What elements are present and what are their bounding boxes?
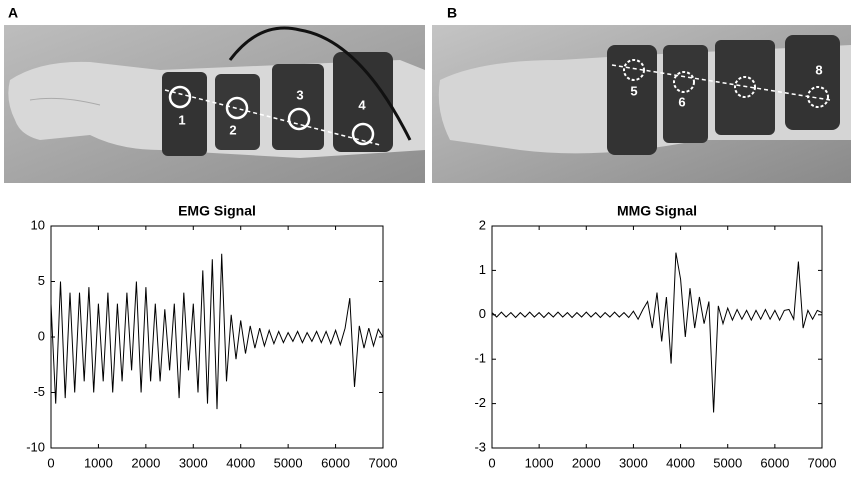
x-tick-label: 7000 bbox=[369, 455, 398, 470]
marker-label: 1 bbox=[178, 112, 185, 127]
marker-label: 3 bbox=[296, 87, 303, 102]
x-tick-label: 5000 bbox=[274, 455, 303, 470]
x-tick-label: 4000 bbox=[666, 455, 695, 470]
x-tick-label: 7000 bbox=[808, 455, 837, 470]
panel-label: B bbox=[447, 5, 457, 21]
plot-area bbox=[50, 225, 384, 449]
plot-area bbox=[491, 225, 823, 449]
photo-a: 1 2 3 4 bbox=[4, 25, 425, 183]
signal-line bbox=[491, 252, 823, 413]
marker-label: 8 bbox=[815, 62, 822, 77]
x-tick-label: 3000 bbox=[179, 455, 208, 470]
marker-label: 6 bbox=[678, 94, 685, 109]
x-tick-label: 2000 bbox=[572, 455, 601, 470]
x-tick-label: 1000 bbox=[84, 455, 113, 470]
y-tick-label: -10 bbox=[26, 439, 45, 454]
x-tick-label: 0 bbox=[488, 455, 495, 470]
panel-label: A bbox=[8, 5, 18, 21]
chart-title: MMG Signal bbox=[617, 203, 697, 219]
y-tick-label: -3 bbox=[474, 439, 486, 454]
x-tick-label: 4000 bbox=[226, 455, 255, 470]
x-tick-label: 1000 bbox=[525, 455, 554, 470]
chart-title: EMG Signal bbox=[178, 203, 256, 219]
y-tick-label: -1 bbox=[474, 351, 486, 366]
marker-label: 2 bbox=[229, 122, 236, 137]
signal-line bbox=[50, 253, 384, 410]
x-tick-label: 6000 bbox=[760, 455, 789, 470]
marker-label: 4 bbox=[358, 97, 366, 112]
y-tick-label: 0 bbox=[38, 328, 45, 343]
y-tick-label: 2 bbox=[479, 217, 486, 232]
x-tick-label: 0 bbox=[47, 455, 54, 470]
y-tick-label: 1 bbox=[479, 262, 486, 277]
y-tick-label: -5 bbox=[33, 384, 45, 399]
y-tick-label: -2 bbox=[474, 395, 486, 410]
marker-label: 5 bbox=[630, 83, 637, 98]
photo-b: 5 6 8 bbox=[432, 25, 851, 183]
x-tick-label: 5000 bbox=[713, 455, 742, 470]
y-tick-label: 5 bbox=[38, 273, 45, 288]
y-tick-label: 10 bbox=[31, 217, 45, 232]
x-tick-label: 3000 bbox=[619, 455, 648, 470]
y-tick-label: 0 bbox=[479, 306, 486, 321]
x-tick-label: 2000 bbox=[131, 455, 160, 470]
x-tick-label: 6000 bbox=[321, 455, 350, 470]
